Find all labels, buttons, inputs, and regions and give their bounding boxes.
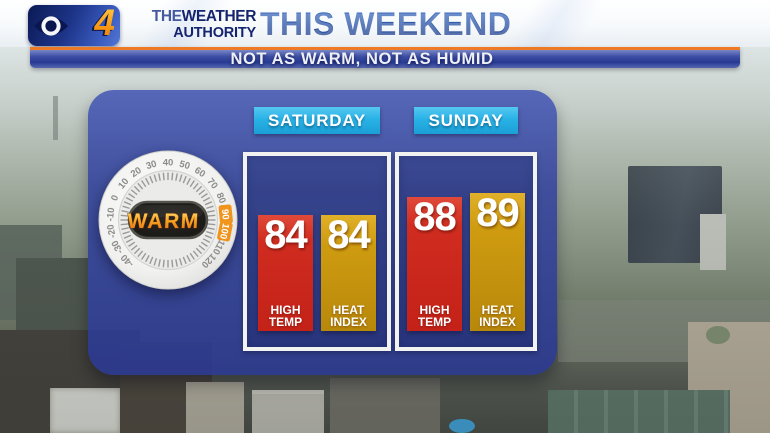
header-bar: THIS WEEKEND 4 THEWEATHER AUTHORITY [0, 0, 770, 47]
dial-ticks [120, 172, 216, 268]
warm-pill [127, 200, 209, 240]
bar-high-temp: 88 HIGH TEMP [407, 197, 462, 331]
svg-text:90: 90 [219, 209, 231, 221]
bar-high-temp: 84 HIGH TEMP [258, 215, 313, 331]
svg-text:50: 50 [178, 159, 191, 173]
header-streak [505, 0, 605, 47]
subtitle-banner: NOT AS WARM, NOT AS HUMID [30, 47, 740, 68]
day-tag-saturday: SATURDAY [253, 107, 381, 134]
bar-label: HIGH TEMP [417, 303, 452, 329]
saturday-stat-box: 84 HIGH TEMP 84 HEAT INDEX [243, 152, 391, 351]
bar-value: 84 [327, 213, 370, 257]
bar-heat-index: 89 HEAT INDEX [470, 193, 525, 331]
brand-the: THE [151, 8, 182, 25]
bar-value: 88 [413, 195, 456, 239]
cbs4-logo-plate: 4 [28, 2, 120, 46]
sunday-stat-box: 88 HIGH TEMP 89 HEAT INDEX [395, 152, 537, 351]
gauge-condition-label: WARM [127, 210, 201, 233]
subtitle-text: NOT AS WARM, NOT AS HUMID [230, 49, 494, 68]
weather-authority-brand: THEWEATHER AUTHORITY [124, 8, 257, 41]
brand-weather: WEATHER [181, 8, 257, 25]
bar-label: HEAT INDEX [330, 303, 367, 329]
svg-text:-20: -20 [105, 223, 118, 239]
svg-text:40: 40 [163, 157, 174, 168]
bar-label: HEAT INDEX [479, 303, 516, 329]
svg-text:20: 20 [129, 165, 144, 180]
saturday-column: SATURDAY 84 HIGH TEMP 84 HEAT INDEX [243, 107, 391, 351]
svg-text:30: 30 [145, 159, 158, 173]
bar-label: HIGH TEMP [268, 303, 303, 329]
svg-text:-10: -10 [105, 207, 117, 222]
bar-heat-index: 84 HEAT INDEX [321, 215, 376, 331]
forecast-panel: -40 -30 -20 -10 0 10 20 30 40 50 60 70 80 90 100 110 120… [88, 90, 557, 375]
channel-number: 4 [94, 2, 115, 43]
sunday-column: SUNDAY 88 HIGH TEMP 89 HEAT INDEX [395, 107, 537, 351]
svg-text:0: 0 [109, 194, 121, 203]
svg-text:100: 100 [217, 222, 231, 240]
brand-authority: AUTHORITY [173, 24, 256, 41]
cbs-eye-icon [34, 16, 68, 36]
page-title: THIS WEEKEND [260, 6, 512, 42]
day-tag-sunday: SUNDAY [414, 107, 518, 134]
bar-value: 89 [476, 191, 519, 235]
bar-value: 84 [264, 213, 307, 257]
svg-text:60: 60 [192, 165, 207, 180]
svg-text:80: 80 [214, 191, 228, 205]
